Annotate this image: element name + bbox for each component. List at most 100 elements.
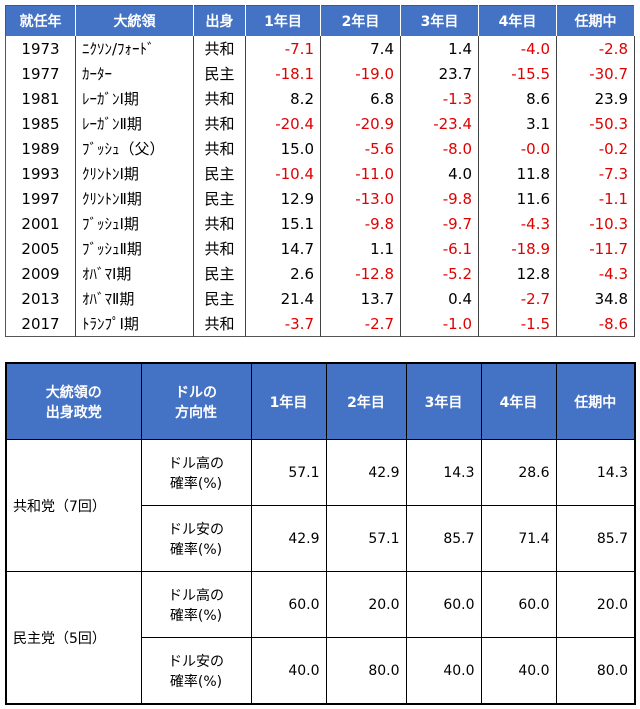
- cell: 8.6: [478, 86, 557, 111]
- cell-line: 確率(%): [169, 475, 223, 492]
- cell: 14.3: [405, 439, 482, 506]
- cell: -18.1: [245, 61, 321, 86]
- cell: 1981: [5, 86, 76, 111]
- cell: 15.0: [245, 136, 321, 161]
- header-cell: 3年目: [405, 362, 482, 440]
- cell: 民主: [193, 261, 246, 286]
- cell: ｵﾊﾞﾏⅡ期: [75, 286, 194, 311]
- cell: 1985: [5, 111, 76, 136]
- label-cell: ドル高の 確率(%): [140, 571, 252, 638]
- cell: 42.9: [250, 505, 327, 572]
- cell: 60.0: [480, 571, 557, 638]
- cell: 80.0: [555, 637, 636, 705]
- label-cell: ドル安の 確率(%): [140, 505, 252, 572]
- cell: ﾚｰｶﾞﾝⅡ期: [75, 111, 194, 136]
- cell: 12.8: [478, 261, 557, 286]
- cell: 1977: [5, 61, 76, 86]
- header-cell: 大統領: [75, 5, 194, 36]
- cell: -9.8: [320, 211, 401, 236]
- row: ドル安の 確率(%) 40.0 80.0 40.0 40.0 80.0: [6, 637, 636, 705]
- cell: -5.2: [400, 261, 479, 286]
- cell: 40.0: [405, 637, 482, 705]
- cell: -1.3: [400, 86, 479, 111]
- cell: 1997: [5, 186, 76, 211]
- cell: ﾆｸｿﾝ/ﾌｫｰﾄﾞ: [75, 36, 194, 61]
- cell: ﾌﾞｯｼｭⅠ期: [75, 211, 194, 236]
- cell: 共和: [193, 111, 246, 136]
- header-cell: 2年目: [325, 362, 407, 440]
- row: 1985 ﾚｰｶﾞﾝⅡ期 共和 -20.4 -20.9 -23.4 3.1 -50.3: [5, 111, 635, 136]
- cell: 共和: [193, 211, 246, 236]
- header-row: 大統領の 出身政党 ドルの 方向性 1年目 2年目 3年目 4年目 任期中: [5, 362, 636, 440]
- cell: 21.4: [245, 286, 321, 311]
- cell: 7.4: [320, 36, 401, 61]
- cell: -30.7: [556, 61, 635, 86]
- cell-line: 任期中: [574, 394, 617, 411]
- cell: -1.0: [400, 311, 479, 337]
- cell: -8.6: [556, 311, 635, 337]
- cell: 2009: [5, 261, 76, 286]
- row: 2013 ｵﾊﾞﾏⅡ期 民主 21.4 13.7 0.4 -2.7 34.8: [5, 286, 635, 311]
- cell-line: 確率(%): [169, 673, 223, 690]
- row: 1993 ｸﾘﾝﾄﾝⅠ期 民主 -10.4 -11.0 4.0 11.8 -7.3: [5, 161, 635, 186]
- label-cell: ドル高の確率(%): [140, 439, 252, 506]
- header-cell: 大統領の 出身政党: [5, 362, 142, 440]
- cell-line: ドル高の: [168, 455, 224, 472]
- cell: 60.0: [250, 571, 327, 638]
- cell: -20.9: [320, 111, 401, 136]
- cell: 民主: [193, 186, 246, 211]
- cell: 3.1: [478, 111, 557, 136]
- header-row: 就任年 大統領 出身 1年目 2年目 3年目 4年目 任期中: [5, 5, 635, 36]
- cell: 23.9: [556, 86, 635, 111]
- cell-line: ドル安の: [168, 521, 224, 538]
- cell: -1.5: [478, 311, 557, 337]
- cell: 2005: [5, 236, 76, 261]
- cell: 23.7: [400, 61, 479, 86]
- cell-line: 大統領の: [45, 384, 102, 401]
- row: 1981 ﾚｰｶﾞﾝⅠ期 共和 8.2 6.8 -1.3 8.6 23.9: [5, 86, 635, 111]
- cell: -15.5: [478, 61, 557, 86]
- probability-table: 大統領の 出身政党 ドルの 方向性 1年目 2年目 3年目 4年目 任期中 共和党（7回） ドル高の…: [5, 362, 636, 705]
- cell: -11.0: [320, 161, 401, 186]
- cell: -13.0: [320, 186, 401, 211]
- cell: 20.0: [555, 571, 636, 638]
- cell: 共和: [193, 36, 246, 61]
- header-cell: 出身: [193, 5, 246, 36]
- row: 民主党（5回） ドル高の 確率(%) 60.0 20.0 60.0 60.0 20.0: [5, 571, 636, 705]
- cell: 85.7: [405, 505, 482, 572]
- cell-line: ドル安の: [168, 653, 224, 670]
- row: ドル安の 確率(%) 42.9 57.1 85.7 71.4 85.7: [6, 505, 636, 572]
- row: 1989 ﾌﾞｯｼｭ（父） 共和 15.0 -5.6 -8.0 -0.0 -0.2: [5, 136, 635, 161]
- cell-line: 2年目: [347, 394, 385, 411]
- cell: -1.1: [556, 186, 635, 211]
- cell: -4.3: [556, 261, 635, 286]
- header-cell: 任期中: [556, 5, 635, 36]
- cell: -12.8: [320, 261, 401, 286]
- cell: 共和: [193, 136, 246, 161]
- row: 1977 ｶｰﾀｰ 民主 -18.1 -19.0 23.7 -15.5 -30.7: [5, 61, 635, 86]
- cell: 14.3: [555, 439, 636, 506]
- cell: 12.9: [245, 186, 321, 211]
- header-cell: 1年目: [250, 362, 327, 440]
- cell: 4.0: [400, 161, 479, 186]
- cell: 共和: [193, 311, 246, 337]
- cell: -20.4: [245, 111, 321, 136]
- label-cell: ドル安の確率(%): [140, 637, 252, 705]
- cell: ｸﾘﾝﾄﾝⅠ期: [75, 161, 194, 186]
- returns-table: 就任年 大統領 出身 1年目 2年目 3年目 4年目 任期中 1973 ﾆｸｿﾝ/ﾌｫｰﾄﾞ 共和 -…: [5, 5, 635, 337]
- cell-line: 方向性: [175, 404, 217, 421]
- cell: -7.1: [245, 36, 321, 61]
- cell: 8.2: [245, 86, 321, 111]
- header-cell: ドルの 方向性: [140, 362, 252, 440]
- cell: 共和: [193, 236, 246, 261]
- cell: -8.0: [400, 136, 479, 161]
- row: 2009 ｵﾊﾞﾏⅠ期 民主 2.6 -12.8 -5.2 12.8 -4.3: [5, 261, 635, 286]
- row: 1973 ﾆｸｿﾝ/ﾌｫｰﾄﾞ 共和 -7.1 7.4 1.4 -4.0 -2.8: [5, 36, 635, 61]
- cell: 0.4: [400, 286, 479, 311]
- cell: 80.0: [325, 637, 407, 705]
- cell: -3.7: [245, 311, 321, 337]
- cell: -18.9: [478, 236, 557, 261]
- cell: -4.3: [478, 211, 557, 236]
- header-cell: 就任年: [5, 5, 76, 36]
